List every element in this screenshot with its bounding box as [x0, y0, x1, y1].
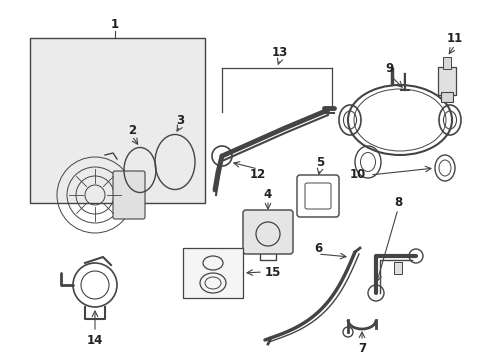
Text: 3: 3	[176, 113, 183, 126]
Bar	[442, 57, 450, 69]
Text: 4: 4	[264, 188, 271, 201]
Bar	[440, 92, 452, 102]
Text: 2: 2	[128, 123, 136, 136]
Text: 13: 13	[271, 45, 287, 58]
Text: 5: 5	[315, 157, 324, 170]
Text: 6: 6	[313, 242, 322, 255]
Bar	[437, 67, 455, 95]
Text: 9: 9	[385, 62, 393, 75]
Text: 1: 1	[111, 18, 119, 31]
Text: 7: 7	[357, 342, 366, 355]
Text: 15: 15	[264, 266, 281, 279]
Bar	[30, 38, 204, 203]
Text: 8: 8	[393, 195, 401, 208]
Text: 10: 10	[349, 168, 366, 181]
Bar	[183, 248, 243, 298]
FancyBboxPatch shape	[243, 210, 292, 254]
Text: 12: 12	[249, 168, 265, 181]
Text: 11: 11	[446, 31, 462, 45]
FancyBboxPatch shape	[113, 171, 145, 219]
Bar	[393, 262, 401, 274]
Text: 14: 14	[87, 333, 103, 346]
